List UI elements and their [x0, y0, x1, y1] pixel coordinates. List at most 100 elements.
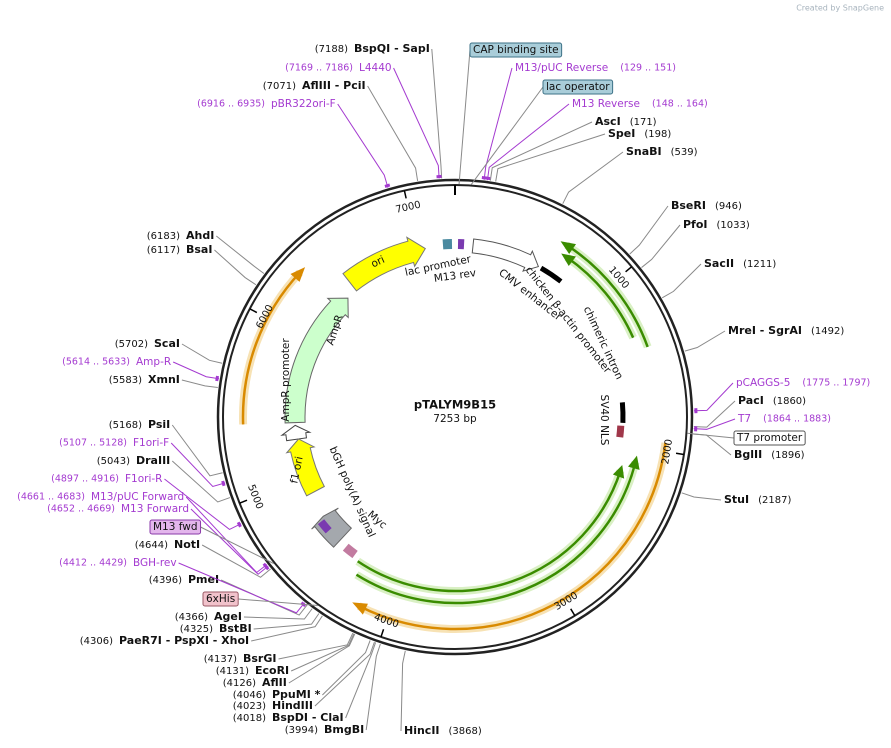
- primer-name: L4440: [359, 62, 392, 74]
- enzyme-position: (6183): [147, 231, 180, 242]
- enzyme-leader: [400, 650, 406, 732]
- enzyme-position: (4366): [175, 612, 208, 623]
- primer-leader: [190, 508, 269, 575]
- scale-label: 2000: [660, 438, 675, 465]
- primer-range: (7169 .. 7186): [285, 63, 353, 74]
- feature-box-label: lac operator: [546, 81, 610, 93]
- primer-name: T7: [737, 413, 751, 425]
- enzyme-position: (1033): [717, 220, 750, 231]
- enzyme-leader: [290, 633, 355, 672]
- green-arc-1: [565, 244, 649, 348]
- enzyme-position: (4018): [233, 713, 266, 724]
- enzyme-leader: [367, 85, 419, 182]
- feature-leader: [687, 432, 735, 439]
- f1ori-arrow: [285, 438, 326, 497]
- feature-label: M13 rev: [433, 267, 477, 285]
- scale-tick: [675, 452, 685, 456]
- orange-arc-head: [352, 602, 368, 615]
- primer-leader: [172, 361, 220, 380]
- primer-name: BGH-rev: [133, 557, 177, 569]
- scale-tick: [403, 190, 407, 199]
- enzyme-leader: [641, 224, 681, 268]
- enzyme-leader: [495, 133, 606, 182]
- primer-range: (129 .. 151): [620, 63, 676, 74]
- primer-range: (6916 .. 6935): [197, 99, 265, 110]
- enzyme-name: BstBI: [219, 622, 252, 635]
- credit: Created by SnapGene: [796, 4, 884, 13]
- feature-label: f1 ori: [288, 455, 305, 484]
- feature-box-label: M13 fwd: [153, 521, 198, 533]
- enzyme-name: PsiI: [148, 418, 170, 431]
- enzyme-name: PmeI: [188, 573, 219, 586]
- primer-range: (4652 .. 4669): [47, 504, 115, 515]
- enzyme-name: SpeI: [608, 127, 635, 140]
- enzyme-leader: [278, 632, 354, 660]
- promoter-arrow: [471, 238, 540, 272]
- primer-leader: [170, 442, 226, 488]
- enzyme-leader: [253, 613, 320, 630]
- primer-name: M13 Forward: [121, 503, 189, 515]
- enzyme-name: PfoI: [683, 218, 708, 231]
- scale-label: 6000: [254, 303, 276, 331]
- primer-name: pBR322ori-F: [271, 98, 336, 110]
- primer-name: F1ori-R: [125, 473, 162, 485]
- enzyme-leader: [214, 249, 257, 286]
- ampr-arc-head: [290, 267, 306, 282]
- enzyme-name: BspDI - ClaI: [272, 711, 344, 724]
- enzyme-leader: [629, 205, 669, 255]
- ampr-promoter: [280, 424, 312, 442]
- scale-tick: [380, 629, 385, 638]
- primer-name: pCAGGS-5: [736, 377, 790, 389]
- sv40-nls: [619, 402, 626, 423]
- enzyme-leader: [681, 492, 722, 501]
- enzyme-leader: [684, 330, 726, 352]
- enzyme-name: EcoRI: [255, 664, 289, 677]
- feature-box-label: 6xHis: [206, 593, 235, 605]
- enzyme-name: BglII: [734, 448, 762, 461]
- enzyme-leader: [489, 121, 593, 181]
- enzyme-leader: [693, 400, 736, 428]
- scale-label: 4000: [372, 612, 400, 631]
- green-arc-4-halo: [355, 469, 625, 595]
- enzyme-leader: [181, 343, 223, 364]
- primer-name: M13/pUC Forward: [91, 491, 184, 503]
- feature-leader: [458, 49, 471, 185]
- primer-name: F1ori-F: [133, 437, 169, 449]
- enzyme-position: (1860): [773, 396, 806, 407]
- primer-range: (4897 .. 4916): [51, 474, 119, 485]
- enzyme-position: (4023): [233, 701, 266, 712]
- feature-label: SV40 NLS: [598, 395, 610, 446]
- feature-box: [469, 42, 563, 58]
- ampr-arrow: [284, 297, 349, 424]
- enzyme-position: (4644): [135, 540, 168, 551]
- enzyme-name: HincII: [404, 724, 440, 737]
- enzyme-position: (2187): [758, 495, 791, 506]
- enzyme-position: (5168): [109, 420, 142, 431]
- orange-arc: [358, 442, 667, 631]
- primer-name: Amp-R: [136, 356, 171, 368]
- enzyme-position: (5583): [109, 375, 142, 386]
- enzyme-name: BmgBI: [324, 723, 364, 736]
- chimeric-intron: [539, 265, 563, 284]
- enzyme-leader: [314, 641, 375, 707]
- enzyme-leader: [661, 263, 702, 299]
- enzyme-name: NotI: [174, 538, 200, 551]
- enzyme-name: AflIII - PciI: [302, 79, 366, 92]
- enzyme-position: (3868): [449, 726, 482, 737]
- enzyme-name: StuI: [724, 493, 749, 506]
- enzyme-position: (4137): [204, 654, 237, 665]
- scale-label: 7000: [395, 200, 422, 216]
- primer-range: (5614 .. 5633): [62, 357, 130, 368]
- bgh-block: [311, 507, 353, 548]
- enzyme-leader: [243, 608, 313, 620]
- enzyme-name: MreI - SgrAI: [728, 324, 802, 337]
- sv40-box: [616, 425, 625, 438]
- feature-label: AmpR promoter: [280, 338, 292, 422]
- primer-leader: [693, 382, 734, 412]
- primer-leader: [337, 103, 389, 188]
- backbone-outer: [216, 178, 694, 656]
- enzyme-name: BsaI: [186, 243, 212, 256]
- primer-name: M13/pUC Reverse: [515, 62, 608, 74]
- primer-name: M13 Reverse: [572, 98, 640, 110]
